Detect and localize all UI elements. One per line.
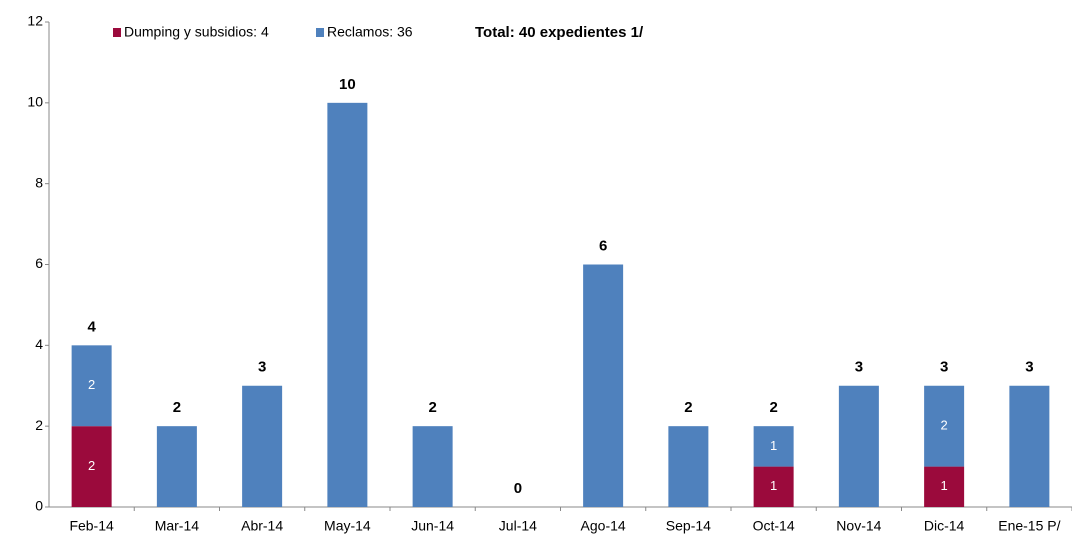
bar-segment (242, 385, 283, 507)
bar-segment (156, 426, 197, 507)
bar-segment (327, 102, 368, 507)
total-label: 3 (940, 359, 948, 376)
x-tick-label: May-14 (324, 518, 371, 534)
segment-label: 1 (770, 478, 777, 493)
x-tick-label: Jul-14 (499, 518, 537, 534)
x-tick-label: Ene-15 P/ (998, 518, 1060, 534)
annotation: Total: 40 expedientes 1/ (475, 24, 644, 41)
bar-segment (924, 466, 965, 507)
total-label: 6 (599, 237, 607, 254)
bar-segment (668, 426, 709, 507)
total-label: 2 (769, 399, 777, 416)
x-tick-label: Nov-14 (836, 518, 881, 534)
x-tick-label: Abr-14 (241, 518, 283, 534)
segment-label: 2 (88, 458, 95, 473)
bar-segment (583, 264, 624, 507)
bar-segment (1009, 385, 1050, 507)
total-label: 2 (684, 399, 692, 416)
x-tick-label: Dic-14 (924, 518, 965, 534)
y-tick-label: 4 (35, 336, 43, 352)
segment-label: 2 (941, 418, 948, 433)
total-label: 4 (87, 318, 96, 335)
bar-segment (838, 385, 879, 507)
x-tick-label: Mar-14 (155, 518, 200, 534)
x-tick-label: Feb-14 (69, 518, 114, 534)
total-label: 10 (339, 76, 356, 93)
bar-segment (71, 426, 112, 507)
x-tick-label: Ago-14 (581, 518, 626, 534)
segment-label: 1 (941, 478, 948, 493)
x-tick-label: Oct-14 (753, 518, 795, 534)
y-tick-label: 12 (27, 13, 43, 29)
legend-label: Reclamos: 36 (327, 24, 413, 40)
legend-swatch (316, 28, 324, 37)
y-tick-label: 2 (35, 417, 43, 433)
total-label: 3 (855, 359, 863, 376)
legend-label: Dumping y subsidios: 4 (124, 24, 269, 40)
legend-swatch (113, 28, 121, 37)
x-tick-label: Jun-14 (411, 518, 454, 534)
y-tick-label: 0 (35, 498, 43, 514)
total-label: 3 (1025, 359, 1033, 376)
bar-segment (753, 426, 794, 467)
y-tick-label: 10 (27, 94, 43, 110)
bar-segment (753, 466, 794, 507)
segment-label: 2 (88, 377, 95, 392)
y-tick-label: 6 (35, 255, 43, 271)
bar-segment (924, 385, 965, 467)
bar-segment (412, 426, 453, 507)
total-label: 0 (514, 480, 522, 497)
bar-segment (71, 345, 112, 427)
total-label: 3 (258, 359, 266, 376)
segment-label: 1 (770, 438, 777, 453)
x-tick-label: Sep-14 (666, 518, 711, 534)
total-label: 2 (428, 399, 436, 416)
total-label: 2 (173, 399, 181, 416)
y-tick-label: 8 (35, 174, 43, 190)
